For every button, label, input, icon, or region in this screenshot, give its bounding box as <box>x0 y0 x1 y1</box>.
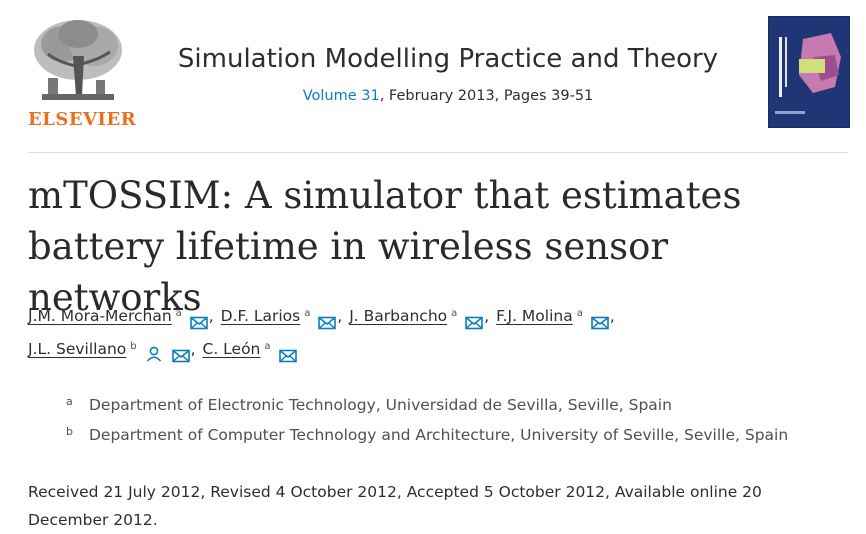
author-name-link[interactable]: C. León <box>202 340 261 358</box>
elsevier-logo[interactable]: ELSEVIER <box>28 16 137 130</box>
affiliation-text: Department of Computer Technology and Ar… <box>89 426 789 444</box>
mail-icon[interactable] <box>465 309 484 329</box>
author-name-link[interactable]: J.L. Sevillano <box>28 340 127 358</box>
mail-icon[interactable] <box>189 309 208 329</box>
article-history: Received 21 July 2012, Revised 4 October… <box>28 483 762 529</box>
header-divider <box>28 152 848 153</box>
author-entry: J.L. Sevillano b, <box>28 340 198 362</box>
journal-header: ELSEVIER Simulation Modelling Practice a… <box>0 0 866 152</box>
author-separator: , <box>208 307 214 325</box>
author-separator: , <box>337 307 343 325</box>
journal-title[interactable]: Simulation Modelling Practice and Theory <box>177 44 719 74</box>
author-separator: , <box>484 307 490 325</box>
mail-icon[interactable] <box>278 342 297 362</box>
author-entry: J. Barbancho a, <box>349 307 491 329</box>
volume-link[interactable]: Volume 31 <box>302 88 380 104</box>
article-title: mTOSSIM: A simulator that estimates batt… <box>28 174 742 319</box>
mail-icon[interactable] <box>171 342 190 362</box>
mail-icon[interactable] <box>318 309 337 329</box>
tree-icon <box>34 20 122 100</box>
author-name-link[interactable]: J. Barbancho <box>349 307 448 325</box>
author-entry: F.J. Molina a, <box>496 307 617 329</box>
author-entry: D.F. Larios a, <box>220 307 345 329</box>
affiliation-marker[interactable]: a <box>175 308 182 319</box>
affiliation-marker[interactable]: a <box>576 308 583 319</box>
author-separator: , <box>190 340 196 358</box>
author-entry: J.M. Mora-Merchan a, <box>28 307 216 329</box>
affiliation-marker[interactable]: a <box>451 308 458 319</box>
author-name-link[interactable]: D.F. Larios <box>220 307 301 325</box>
publisher-name: ELSEVIER <box>28 109 137 130</box>
author-name-link[interactable]: F.J. Molina <box>496 307 573 325</box>
mail-icon[interactable] <box>591 309 609 329</box>
affiliation-marker[interactable]: a <box>264 341 271 352</box>
affiliation-label: a <box>66 395 73 408</box>
person-icon[interactable] <box>145 341 163 362</box>
author-separator: , <box>609 307 615 325</box>
issue-details: , February 2013, Pages 39-51 <box>379 88 594 104</box>
journal-cover-thumbnail[interactable] <box>768 16 850 128</box>
author-name-link[interactable]: J.M. Mora-Merchan <box>28 307 172 325</box>
affiliation-item: b Department of Computer Technology and A… <box>66 420 856 450</box>
affiliation-marker[interactable]: a <box>304 308 311 319</box>
affiliation-item: a Department of Electronic Technology, Un… <box>66 390 856 420</box>
author-list: J.M. Mora-Merchan a, D.F. Larios a, J. Bar… <box>28 300 848 366</box>
affiliation-text: Department of Electronic Technology, Uni… <box>89 396 672 414</box>
affiliations: a Department of Electronic Technology, Un… <box>66 390 856 450</box>
affiliation-label: b <box>66 425 73 438</box>
author-entry: C. León a <box>202 340 298 362</box>
cover-image <box>769 17 849 127</box>
affiliation-marker[interactable]: b <box>130 341 137 352</box>
journal-issue-info: Volume 31, February 2013, Pages 39-51 <box>140 88 756 104</box>
